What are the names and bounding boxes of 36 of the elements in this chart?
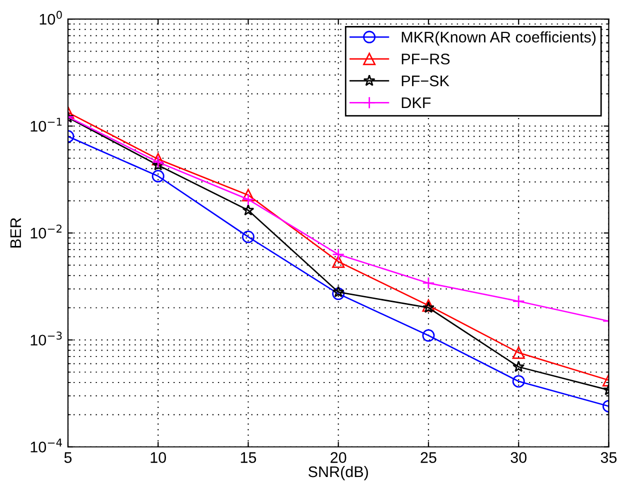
point <box>152 159 164 170</box>
point <box>152 156 164 168</box>
point <box>422 276 435 290</box>
legend-label: PF−RS <box>402 54 450 64</box>
point <box>242 188 254 202</box>
y-tick-label: 10$^{−3}$ <box>30 332 62 346</box>
x-axis-title: SNR(dB) <box>308 466 368 480</box>
legend-label: PF−SK <box>402 75 450 86</box>
x-tick-label: 5 <box>64 452 72 463</box>
x-tick-label: 20 <box>330 452 346 463</box>
point <box>152 152 164 166</box>
y-tick-label: 10$^{0}$ <box>40 10 62 25</box>
point <box>332 248 345 261</box>
point <box>152 170 164 182</box>
point <box>332 286 344 298</box>
point <box>512 295 525 308</box>
legend-label: MKR(Known AR coefficients) <box>402 31 596 46</box>
x-tick-label: 10 <box>150 452 166 463</box>
legend-label: DKF <box>402 98 431 108</box>
y-axis-title: BER <box>10 218 21 248</box>
x-tick-label: 25 <box>420 452 436 463</box>
y-tick-label: 10$^{−2}$ <box>30 224 62 239</box>
x-tick-label: 30 <box>510 452 527 463</box>
point <box>242 230 254 244</box>
point <box>242 204 254 216</box>
point <box>512 375 525 388</box>
point <box>242 193 254 206</box>
point <box>512 360 525 372</box>
y-tick-label: 10$^{−4}$ <box>30 438 62 452</box>
point <box>332 255 345 268</box>
x-tick-label: 15 <box>240 452 256 463</box>
x-tick-label: 35 <box>600 452 617 463</box>
point <box>332 288 345 300</box>
point <box>512 346 525 359</box>
y-tick-label: 10$^{−1}$ <box>30 118 62 132</box>
point <box>422 329 435 342</box>
